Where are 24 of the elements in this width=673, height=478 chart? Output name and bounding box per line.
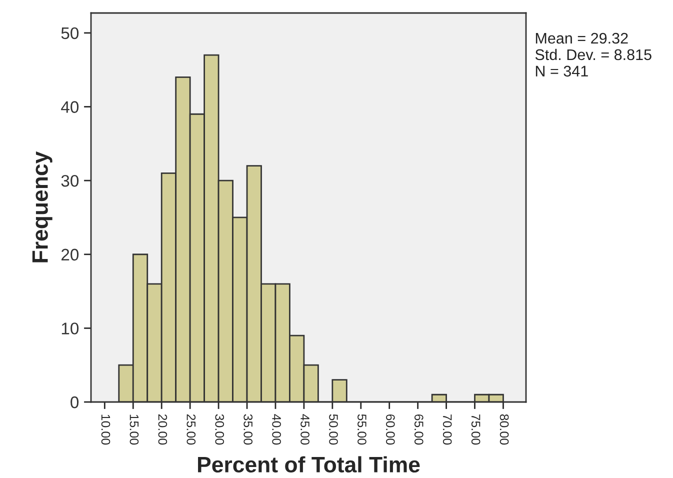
y-axis-title: Frequency bbox=[32, 151, 52, 262]
x-tick-label: 20.00 bbox=[158, 414, 168, 445]
x-tick-label: 45.00 bbox=[300, 414, 310, 445]
x-tick-label: 75.00 bbox=[471, 414, 480, 445]
y-tick-label: 50 bbox=[61, 27, 79, 40]
x-tick-label: 70.00 bbox=[442, 414, 452, 445]
x-tick-label: 15.00 bbox=[130, 414, 139, 445]
y-tick-label: 0 bbox=[70, 396, 79, 408]
x-tick-label: 65.00 bbox=[414, 414, 424, 445]
x-tick-label: 35.00 bbox=[244, 414, 253, 445]
text: Mean = 29.32 Std. Dev. = 8.815 N = 341 bbox=[535, 32, 652, 77]
x-tick-label: 40.00 bbox=[272, 414, 281, 445]
x-tick-label: 60.00 bbox=[386, 414, 395, 445]
x-tick-label: 50.00 bbox=[329, 414, 338, 445]
x-tick-label: 55.00 bbox=[358, 414, 366, 445]
y-tick-label: 20 bbox=[61, 248, 79, 261]
y-tick-label: 30 bbox=[61, 174, 79, 187]
y-tick-label: 40 bbox=[61, 101, 79, 113]
x-tick-label: 10.00 bbox=[101, 414, 110, 445]
y-tick-label: 10 bbox=[62, 322, 79, 334]
x-tick-label: 80.00 bbox=[500, 414, 509, 445]
x-tick-label: 25.00 bbox=[186, 414, 196, 445]
x-tick-label: 30.00 bbox=[215, 414, 224, 445]
x-axis-title: Percent of Total Time bbox=[198, 456, 420, 473]
